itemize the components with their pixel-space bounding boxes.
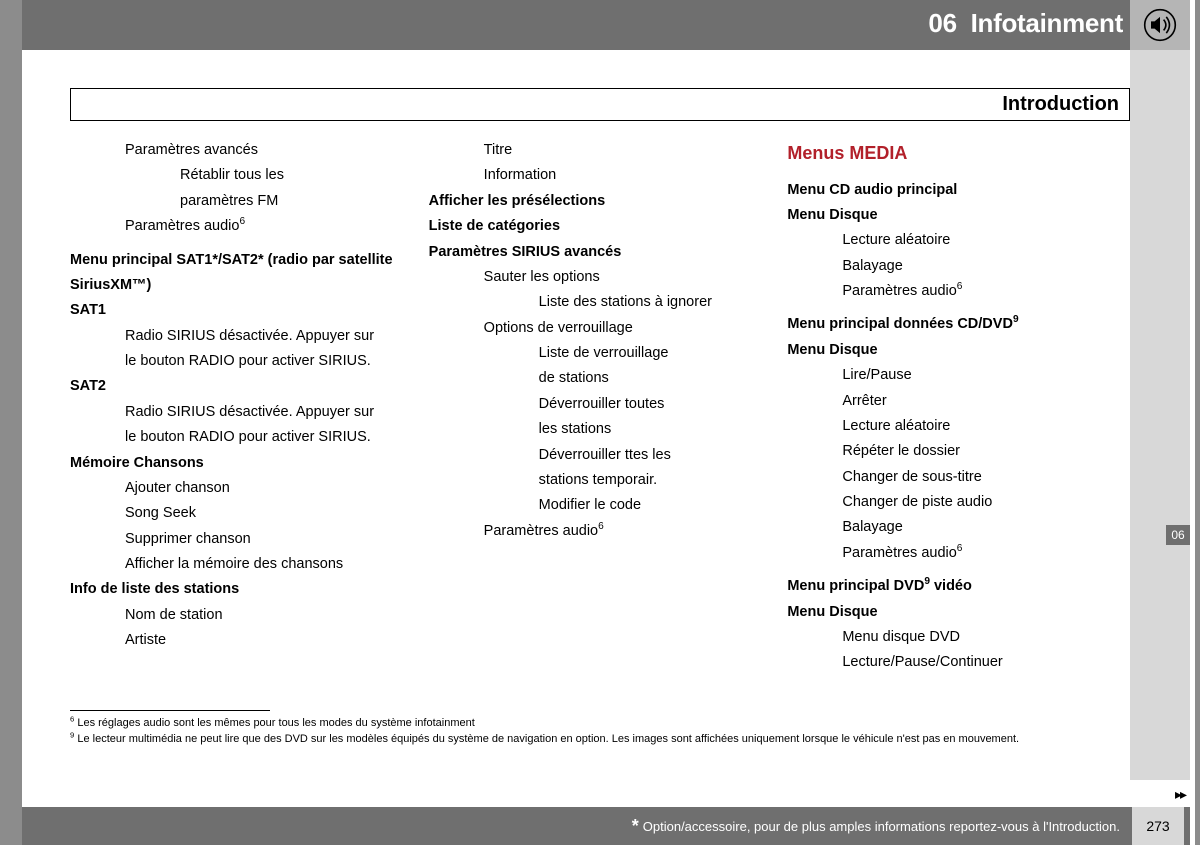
heading-station-info: Info de liste des stations	[70, 577, 413, 602]
heading-dvd-video: Menu principal DVD9 vidéo	[787, 574, 1130, 599]
item: Lecture/Pause/Continuer	[787, 650, 1130, 675]
manual-page: 06 Infotainment 06 Introduction Paramètr…	[0, 0, 1195, 845]
item: Paramètres audio6	[70, 214, 413, 239]
item: Paramètres audio6	[429, 519, 772, 544]
page-number: 273	[1132, 807, 1184, 845]
label: Menu principal données CD/DVD	[787, 316, 1013, 332]
item: Liste de verrouillage de stations	[429, 341, 679, 392]
item: Rétablir tous les paramètres FM	[70, 163, 330, 214]
heading-memory: Mémoire Chansons	[70, 451, 413, 476]
footer-band: * Option/accessoire, pour de plus amples…	[22, 807, 1190, 845]
label: Paramètres audio	[842, 545, 956, 561]
chapter-heading: 06 Infotainment	[928, 8, 1123, 39]
item: Changer de sous-titre	[787, 465, 1130, 490]
section-title: Introduction	[70, 88, 1130, 121]
label: Paramètres audio	[125, 218, 239, 234]
speaker-icon	[1142, 7, 1178, 43]
item: Options de verrouillage	[429, 316, 772, 341]
item: Changer de piste audio	[787, 490, 1130, 515]
item: Balayage	[787, 254, 1130, 279]
side-tab-column	[1130, 50, 1190, 780]
footer-text: Option/accessoire, pour de plus amples i…	[643, 819, 1120, 834]
heading-presets: Afficher les présélections	[429, 189, 772, 214]
heading-sat: Menu principal SAT1*/SAT2* (radio par sa…	[70, 248, 413, 299]
column-2: Titre Information Afficher les présélect…	[429, 138, 772, 676]
item: Lecture aléatoire	[787, 414, 1130, 439]
chapter-tab: 06	[1166, 525, 1190, 545]
chapter-title: Infotainment	[971, 8, 1123, 38]
item: Liste des stations à ignorer	[429, 290, 772, 315]
sat1-label: SAT1	[70, 298, 413, 323]
footnote-text: Les réglages audio sont les mêmes pour t…	[77, 717, 474, 729]
item: Titre	[429, 138, 772, 163]
footer-star-icon: *	[632, 816, 639, 837]
chapter-number: 06	[928, 8, 956, 38]
item: Modifier le code	[429, 493, 772, 518]
sup: 6	[239, 216, 245, 227]
item: Arrêter	[787, 389, 1130, 414]
footnote-rule	[70, 710, 270, 711]
item: Nom de station	[70, 603, 413, 628]
sup: 6	[598, 521, 604, 532]
footnote-text: Le lecteur multimédia ne peut lire que d…	[77, 733, 1019, 745]
sat2-desc: Radio SIRIUS désactivée. Appuyer sur le …	[70, 400, 380, 451]
item: Sauter les options	[429, 265, 772, 290]
sup: 6	[957, 281, 963, 292]
column-1: Paramètres avancés Rétablir tous les par…	[70, 138, 413, 676]
item: Afficher la mémoire des chansons	[70, 552, 413, 577]
footnotes: 6 Les réglages audio sont les mêmes pour…	[70, 716, 1130, 748]
left-gutter	[0, 0, 22, 845]
heading-menu-disque-3: Menu Disque	[787, 600, 1130, 625]
column-3: Menus MEDIA Menu CD audio principal Menu…	[787, 138, 1130, 676]
sup: 6	[957, 543, 963, 554]
item: Déverrouiller ttes les stations temporai…	[429, 443, 689, 494]
item: Déverrouiller toutes les stations	[429, 392, 679, 443]
suffix: vidéo	[930, 578, 972, 594]
item: Paramètres audio6	[787, 279, 1130, 304]
item: Paramètres avancés	[70, 138, 413, 163]
item: Lire/Pause	[787, 363, 1130, 388]
item: Artiste	[70, 628, 413, 653]
footnote-6: 6 Les réglages audio sont les mêmes pour…	[70, 716, 1130, 732]
heading-menu-disque-2: Menu Disque	[787, 338, 1130, 363]
label: Menu principal DVD	[787, 578, 924, 594]
heading-categories: Liste de catégories	[429, 214, 772, 239]
item: Supprimer chanson	[70, 527, 413, 552]
heading-sirius-adv: Paramètres SIRIUS avancés	[429, 240, 772, 265]
sat1-desc: Radio SIRIUS désactivée. Appuyer sur le …	[70, 324, 380, 375]
label: Paramètres audio	[842, 283, 956, 299]
item: Song Seek	[70, 501, 413, 526]
item: Répéter le dossier	[787, 439, 1130, 464]
sat2-label: SAT2	[70, 374, 413, 399]
continue-arrows-icon: ▸▸	[1175, 786, 1185, 803]
item: Paramètres audio6	[787, 541, 1130, 566]
content-columns: Paramètres avancés Rétablir tous les par…	[70, 138, 1130, 676]
item: Menu disque DVD	[787, 625, 1130, 650]
heading-cd-menu: Menu CD audio principal	[787, 178, 1130, 203]
heading-menu-disque: Menu Disque	[787, 203, 1130, 228]
heading-menus-media: Menus MEDIA	[787, 138, 1130, 170]
item: Ajouter chanson	[70, 476, 413, 501]
heading-cddvd-menu: Menu principal données CD/DVD9	[787, 312, 1130, 337]
sup: 9	[1013, 315, 1019, 326]
item: Balayage	[787, 515, 1130, 540]
footnote-9: 9 Le lecteur multimédia ne peut lire que…	[70, 732, 1130, 748]
label: Paramètres audio	[484, 523, 598, 539]
item: Information	[429, 163, 772, 188]
item: Lecture aléatoire	[787, 228, 1130, 253]
header-icon-box	[1130, 0, 1190, 50]
